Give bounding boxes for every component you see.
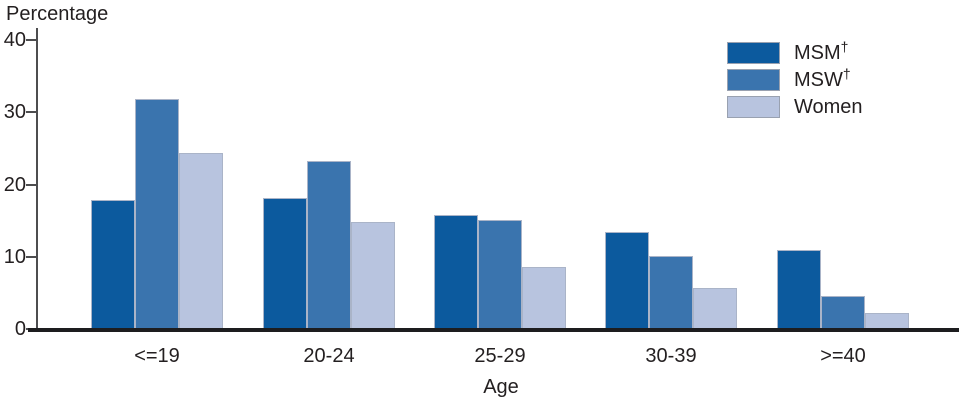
bar-msw-20-24	[307, 161, 351, 329]
legend-item-msm: MSM†	[727, 38, 863, 64]
x-tick-label-20-24: 20-24	[303, 345, 355, 367]
y-tick-label-0: 0	[14, 318, 26, 340]
bar-women-25-29	[522, 267, 566, 329]
legend-item-women: Women	[727, 96, 863, 118]
bar-women-30-39	[693, 288, 737, 329]
y-tick-10	[26, 255, 36, 258]
legend-label-msw: MSW†	[794, 65, 851, 91]
x-tick-label-19: <=19	[134, 345, 180, 367]
x-tick-label-25-29: 25-29	[474, 345, 526, 367]
legend-swatch-women	[727, 96, 780, 118]
x-axis-title: Age	[483, 376, 519, 398]
bar-msw-40	[821, 296, 865, 329]
x-tick-label-40: >=40	[820, 345, 866, 367]
legend-label-women: Women	[794, 96, 863, 118]
dagger-symbol: †	[840, 38, 849, 55]
bar-msm-40	[777, 250, 821, 329]
y-tick-label-20: 20	[3, 173, 26, 196]
bar-msw-30-39	[649, 256, 693, 329]
bar-women-40	[865, 313, 909, 329]
legend-item-msw: MSW†	[727, 65, 863, 91]
y-tick-30	[26, 111, 36, 114]
legend-label-msm: MSM†	[794, 38, 849, 64]
y-axis-line	[36, 28, 38, 331]
bar-msm-20-24	[263, 198, 307, 329]
y-tick-label-30: 30	[3, 101, 26, 124]
bar-msm-30-39	[605, 232, 649, 329]
y-tick-20	[26, 183, 36, 186]
bar-msm-19	[91, 200, 135, 329]
legend-swatch-msw	[727, 69, 780, 91]
bar-women-19	[179, 153, 223, 329]
y-axis-title: Percentage	[6, 3, 109, 25]
bar-msw-19	[135, 99, 179, 329]
y-tick-40	[26, 39, 36, 41]
dagger-symbol: †	[842, 65, 851, 82]
x-axis-line	[28, 328, 959, 332]
y-tick-label-40: 40	[3, 29, 26, 51]
legend: MSM† MSW† Women	[727, 38, 863, 118]
bar-msw-25-29	[478, 220, 522, 329]
legend-swatch-msm	[727, 42, 780, 64]
y-tick-label-10: 10	[3, 245, 26, 268]
bar-women-20-24	[351, 222, 395, 329]
bar-msm-25-29	[434, 215, 478, 329]
x-tick-label-30-39: 30-39	[645, 345, 697, 367]
